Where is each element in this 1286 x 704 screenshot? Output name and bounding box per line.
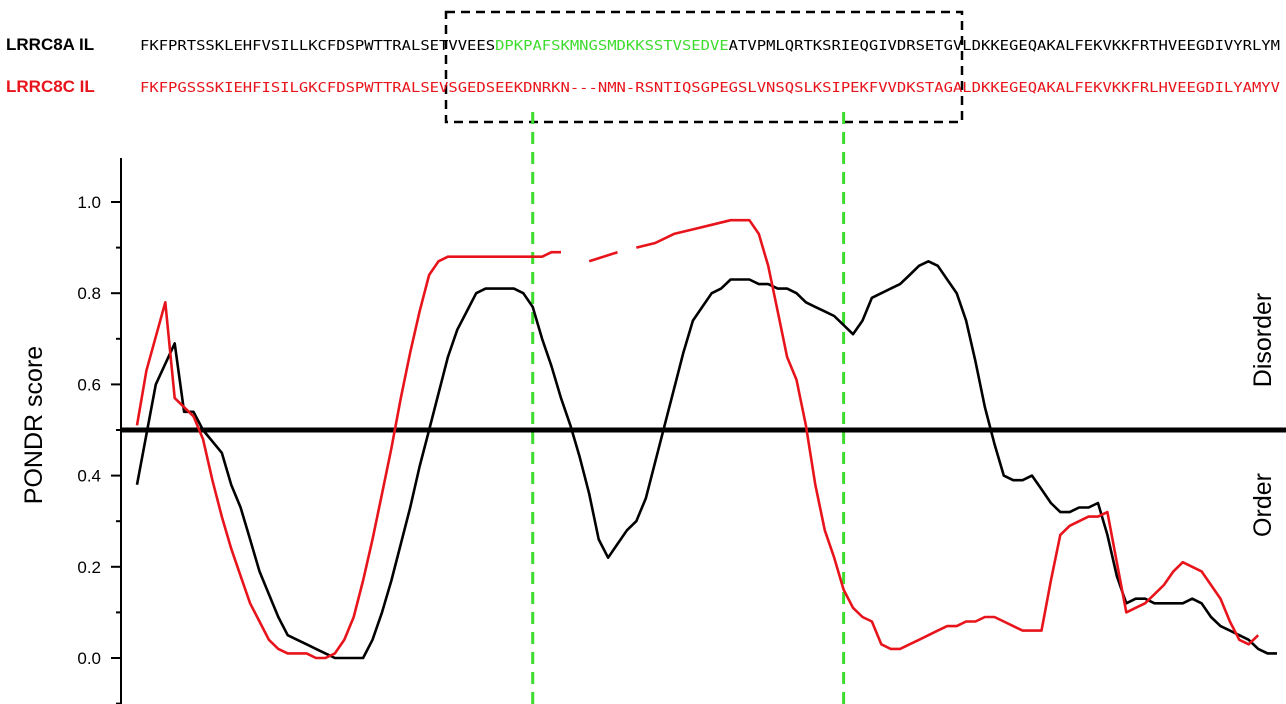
seq-a-label: LRRC8A IL [6, 35, 94, 54]
y-tick-label: 0.6 [77, 375, 101, 394]
series-lrrc8c-line [588, 250, 618, 263]
y-axis: 0.0 0.2 0.4 0.6 0.8 1.0 [77, 158, 122, 704]
y-tick-label: 0.0 [77, 649, 101, 668]
order-label: Order [1249, 473, 1277, 537]
seq-a-text: FKFPRTSSKLEHFVSILLKCFDSPWTTRALSETVVEES DP… [140, 39, 1280, 54]
highlight-box [444, 10, 964, 124]
region-markers [531, 112, 846, 704]
seq-a-pre: FKFPRTSSKLEHFVSILLKCFDSPWTTRALSETVVEES [140, 39, 495, 54]
y-tick-label: 1.0 [77, 193, 101, 212]
y-tick-label: 0.2 [77, 558, 101, 577]
y-tick-label: 0.4 [77, 467, 101, 486]
y-axis-title: PONDR score [20, 346, 48, 504]
seq-c-label: LRRC8C IL [6, 77, 95, 96]
seq-c-text: FKFPGSSSKIEHFISILGKCFDSPWTTRALSEVSGEDSEE… [140, 81, 1280, 96]
series [135, 218, 1277, 660]
series-lrrc8c-line [635, 218, 1260, 651]
y-tick-label: 0.8 [77, 284, 101, 303]
disorder-label: Disorder [1249, 293, 1277, 387]
seq-a-highlight: DPKPAFSKMNGSMDKKSSTVSEDVE [495, 39, 729, 54]
series-lrrc8c-line [135, 250, 561, 660]
seq-a-post: ATVPMLQRTKSRIEQGIVDRSETGVLDKKEGEQAKALFEK… [729, 39, 1281, 54]
series-lrrc8a-line [135, 260, 1277, 660]
